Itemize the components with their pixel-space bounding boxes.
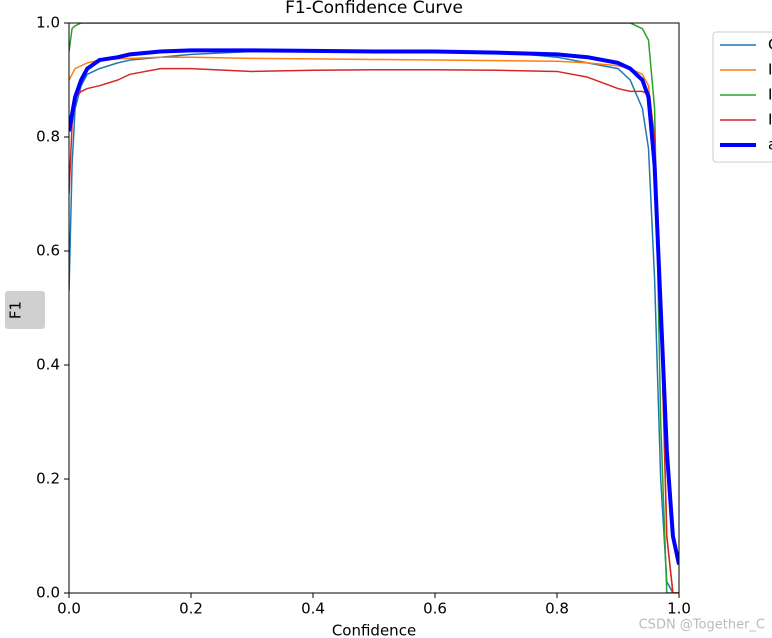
series-line [69,50,679,593]
axes-frame [68,22,680,594]
y-tick-label: 0.4 [36,356,60,374]
x-tick-label: 0.8 [545,600,569,618]
y-tick-label: 0.8 [36,128,60,146]
chart-title: F1-Confidence Curve [285,0,463,18]
series-line [69,56,679,593]
legend-label: a [768,136,772,154]
x-tick-label: 0.2 [179,600,203,618]
plot-area [69,23,679,593]
y-tick-label: 0.6 [36,242,60,260]
watermark: CSDN @Together_C [639,618,765,633]
series-line [69,23,679,593]
x-tick-label: 0.4 [301,600,325,618]
x-tick-label: 0.0 [57,600,81,618]
x-tick-label: 1.0 [667,600,691,618]
legend-box [712,31,772,163]
y-tick-label: 0.0 [36,584,60,602]
series-line [69,67,679,593]
legend-label: I [768,61,772,79]
x-axis-label: Confidence [332,622,416,638]
x-tick-label: 0.6 [423,600,447,618]
y-tick-label: 1.0 [36,14,60,32]
side-tab[interactable] [5,291,45,329]
legend: CIIIa [720,36,772,154]
series-line [69,48,679,565]
legend-label: C [768,36,772,54]
legend-label: I [768,111,772,129]
y-axis-label: F1 [7,301,25,319]
y-tick-label: 0.2 [36,470,60,488]
legend-label: I [768,86,772,104]
